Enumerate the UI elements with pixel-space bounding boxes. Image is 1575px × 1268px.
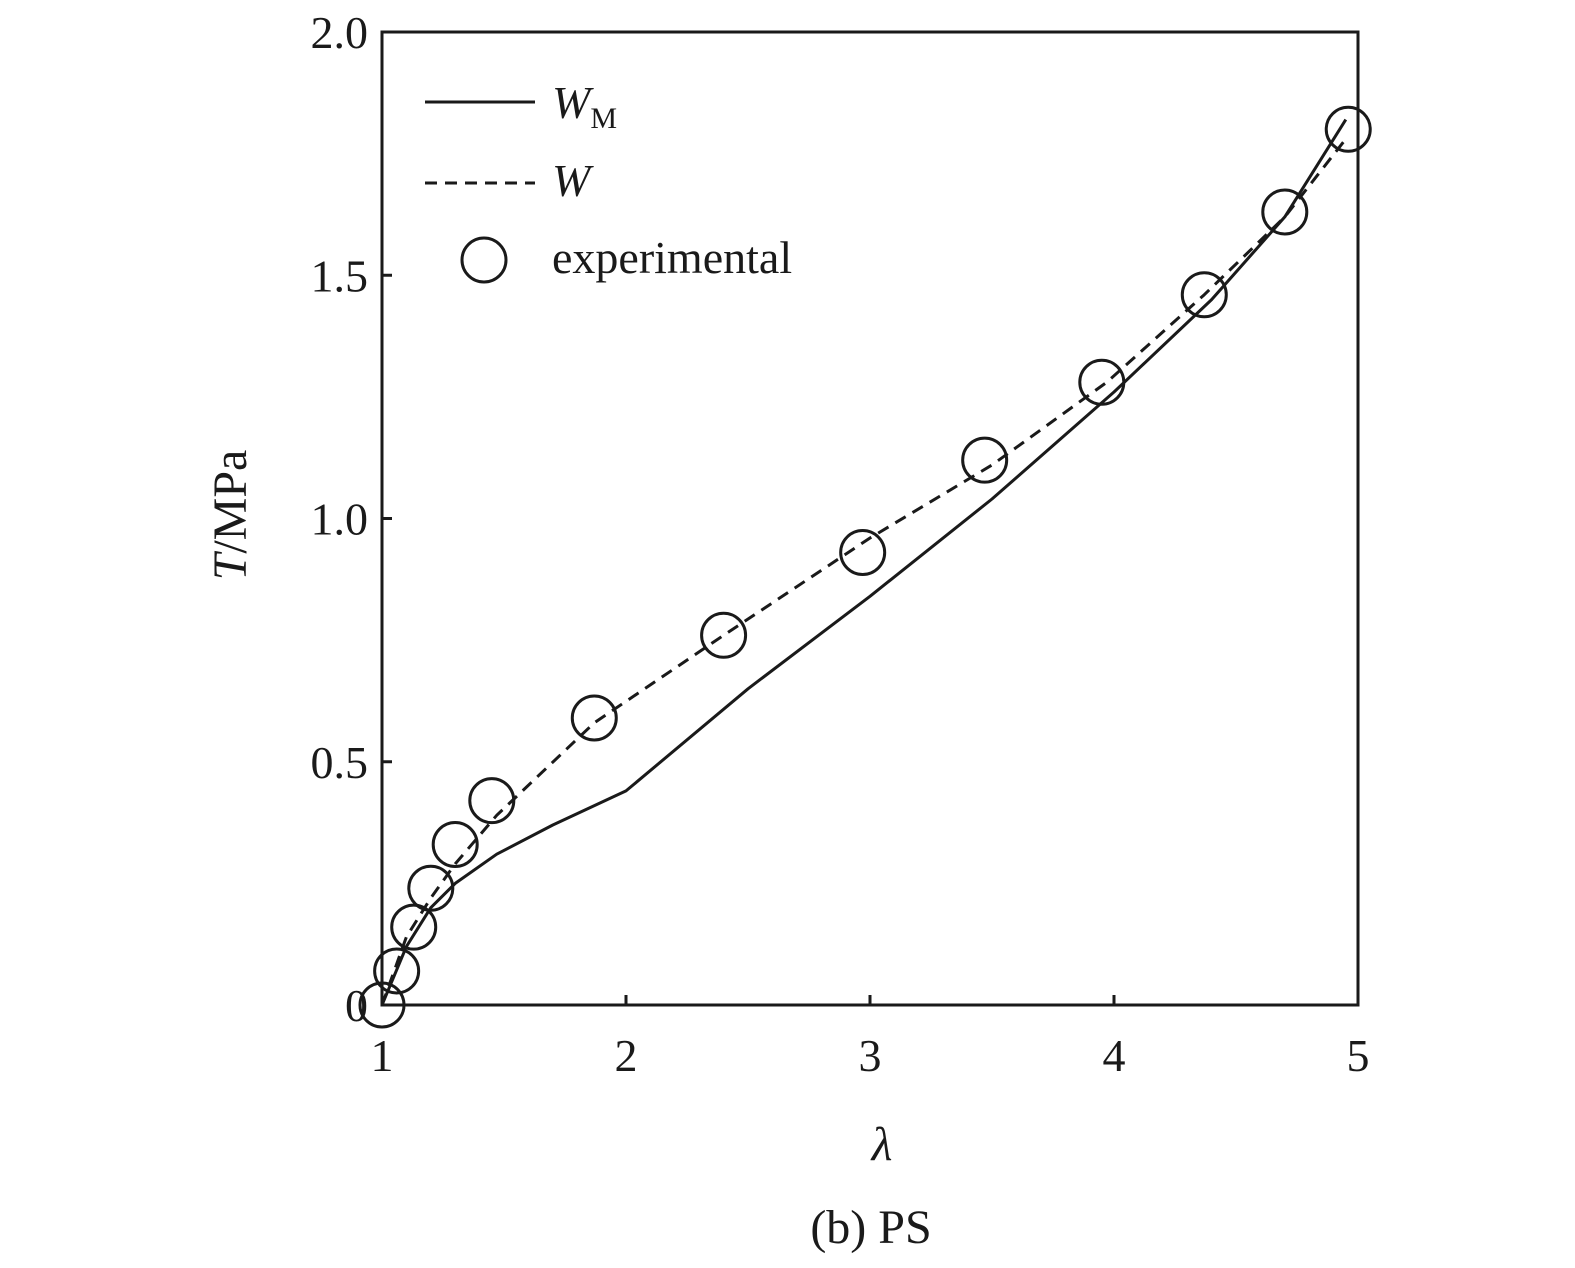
experimental-point	[1324, 105, 1372, 153]
figure-caption: (b) PS	[810, 1201, 931, 1254]
y-tick-label: 0.5	[311, 737, 369, 788]
experimental-point	[468, 777, 516, 825]
x-tick-label: 4	[1103, 1030, 1126, 1081]
plot-frame	[380, 30, 1360, 1007]
y-tick-label: 1.0	[311, 494, 369, 545]
legend-label-wm: WM	[552, 77, 617, 135]
series-line-w	[380, 138, 1347, 1006]
experimental-point	[358, 981, 406, 1029]
series-line-wm	[380, 118, 1348, 1006]
x-tick-label: 1	[371, 1030, 394, 1081]
y-axis-label-symbol: T	[204, 550, 257, 580]
experimental-point	[570, 694, 618, 742]
legend-swatch-experimental	[460, 236, 508, 284]
y-tick-label: 0	[345, 980, 368, 1031]
experimental-point	[1078, 358, 1126, 406]
experimental-point	[961, 436, 1009, 484]
experimental-point	[431, 820, 479, 868]
experimental-point	[839, 529, 887, 577]
experimental-point	[1261, 188, 1309, 236]
experimental-point	[700, 611, 748, 659]
x-axis-label: λ	[870, 1118, 893, 1171]
legend-label-experimental: experimental	[552, 232, 792, 283]
y-tick-label: 1.5	[311, 250, 369, 301]
legend: WM W experimental	[425, 77, 792, 284]
legend-label-w: W	[552, 155, 594, 206]
x-tick-label: 3	[859, 1030, 882, 1081]
experimental-point	[390, 903, 438, 951]
experimental-point	[1180, 271, 1228, 319]
y-tick-label: 2.0	[311, 7, 369, 58]
x-tick-label: 2	[615, 1030, 638, 1081]
experimental-point	[407, 864, 455, 912]
experimental-point	[373, 947, 421, 995]
legend-wm-sub: M	[590, 102, 617, 135]
y-axis-label-unit: /MPa	[204, 450, 257, 554]
series-layer	[358, 105, 1372, 1029]
tick-layer: 1 2 3 4 5 0 0.5 1.0 1.5 2.0	[311, 7, 1370, 1081]
y-axis-label: T/MPa	[204, 450, 257, 581]
x-tick-label: 5	[1347, 1030, 1370, 1081]
axes	[380, 30, 1360, 1007]
legend-wm-main: W	[552, 77, 594, 128]
